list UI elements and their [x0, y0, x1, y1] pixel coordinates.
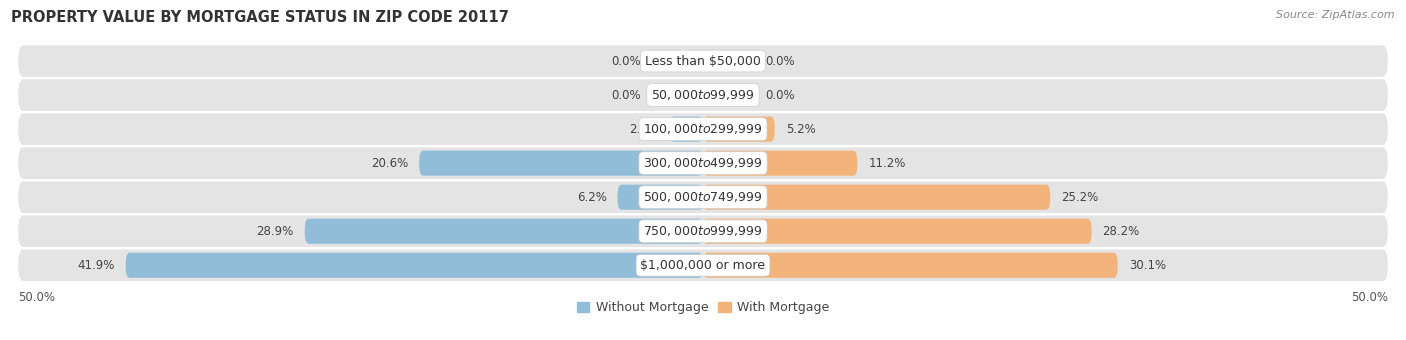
FancyBboxPatch shape — [703, 253, 1118, 278]
Text: 5.2%: 5.2% — [786, 123, 815, 136]
FancyBboxPatch shape — [18, 79, 1388, 111]
FancyBboxPatch shape — [617, 185, 703, 210]
Text: 6.2%: 6.2% — [576, 191, 606, 204]
FancyBboxPatch shape — [703, 151, 858, 176]
Text: 0.0%: 0.0% — [765, 54, 794, 68]
FancyBboxPatch shape — [419, 151, 703, 176]
Text: 0.0%: 0.0% — [612, 54, 641, 68]
Text: $1,000,000 or more: $1,000,000 or more — [641, 259, 765, 272]
FancyBboxPatch shape — [669, 117, 703, 142]
FancyBboxPatch shape — [18, 216, 1388, 247]
Text: 50.0%: 50.0% — [1351, 291, 1388, 304]
Text: Less than $50,000: Less than $50,000 — [645, 54, 761, 68]
FancyBboxPatch shape — [18, 113, 1388, 145]
Legend: Without Mortgage, With Mortgage: Without Mortgage, With Mortgage — [572, 296, 834, 319]
Text: 50.0%: 50.0% — [18, 291, 55, 304]
Text: 30.1%: 30.1% — [1129, 259, 1166, 272]
Text: 28.2%: 28.2% — [1102, 225, 1140, 238]
Text: $300,000 to $499,999: $300,000 to $499,999 — [644, 156, 762, 170]
Text: Source: ZipAtlas.com: Source: ZipAtlas.com — [1277, 10, 1395, 20]
Text: $100,000 to $299,999: $100,000 to $299,999 — [644, 122, 762, 136]
FancyBboxPatch shape — [125, 253, 703, 278]
FancyBboxPatch shape — [703, 219, 1091, 244]
FancyBboxPatch shape — [18, 45, 1388, 77]
FancyBboxPatch shape — [18, 147, 1388, 179]
Text: $750,000 to $999,999: $750,000 to $999,999 — [644, 224, 762, 238]
Text: 20.6%: 20.6% — [371, 157, 408, 170]
Text: 11.2%: 11.2% — [869, 157, 905, 170]
Text: 0.0%: 0.0% — [765, 89, 794, 102]
Text: $50,000 to $99,999: $50,000 to $99,999 — [651, 88, 755, 102]
FancyBboxPatch shape — [305, 219, 703, 244]
Text: 2.4%: 2.4% — [628, 123, 659, 136]
Text: 28.9%: 28.9% — [256, 225, 294, 238]
Text: $500,000 to $749,999: $500,000 to $749,999 — [644, 190, 762, 204]
FancyBboxPatch shape — [18, 250, 1388, 281]
Text: 41.9%: 41.9% — [77, 259, 115, 272]
Text: 25.2%: 25.2% — [1062, 191, 1098, 204]
Text: PROPERTY VALUE BY MORTGAGE STATUS IN ZIP CODE 20117: PROPERTY VALUE BY MORTGAGE STATUS IN ZIP… — [11, 10, 509, 25]
Text: 0.0%: 0.0% — [612, 89, 641, 102]
FancyBboxPatch shape — [18, 181, 1388, 213]
FancyBboxPatch shape — [703, 185, 1050, 210]
FancyBboxPatch shape — [703, 117, 775, 142]
